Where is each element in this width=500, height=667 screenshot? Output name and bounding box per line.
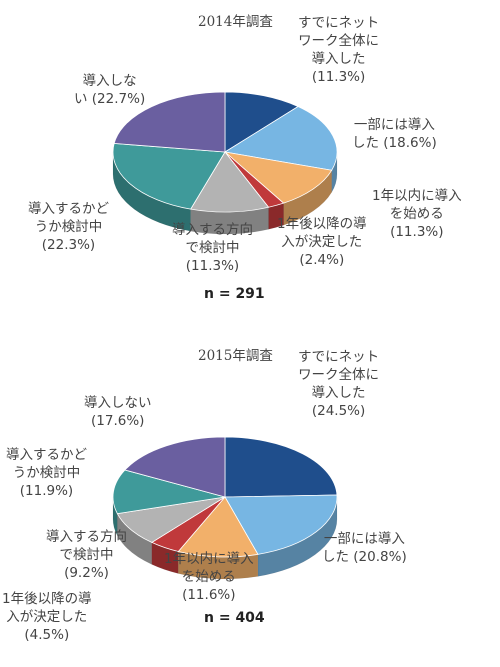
slice-label-not-introducing: 導入しな い (22.7%)	[74, 73, 146, 107]
pie-slice-2	[223, 151, 333, 204]
chart-title: 2015年調査	[198, 348, 273, 364]
pie-svg-2015	[112, 436, 338, 580]
pie-slice-4	[190, 151, 270, 213]
slice-label-full-network: すでにネット ワーク全体に 導入した (24.5%)	[298, 349, 380, 419]
chart-title: 2014年調査	[198, 14, 273, 30]
slice-label-partial: 一部には導入 した (20.8%)	[322, 531, 407, 565]
pie-chart-2014: 2014年調査 すでにネット ワーク全体に 導入した (11.3%) 一部には導…	[0, 0, 500, 333]
pie-slice-6	[113, 91, 226, 153]
slice-label-considering-direction: 導入する方向 で検討中 (9.2%)	[46, 529, 127, 581]
slice-label-after-year: 1年後以降の導 入が決定した (4.5%)	[2, 591, 92, 643]
slice-label-considering-whether: 導入するかど うか検討中 (22.3%)	[28, 201, 109, 253]
slice-label-within-year: 1年以内に導入 を始める (11.6%)	[164, 551, 254, 603]
pie-slice-1	[223, 106, 338, 171]
slice-label-partial: 一部には導入 した (18.6%)	[352, 117, 437, 151]
slice-label-not-introducing: 導入しない (17.6%)	[84, 395, 152, 429]
pie-slice-5	[112, 143, 226, 210]
slice-label-full-network: すでにネット ワーク全体に 導入した (11.3%)	[298, 15, 380, 85]
slice-label-considering-whether: 導入するかど うか検討中 (11.9%)	[6, 447, 87, 499]
pie-chart-2015: 2015年調査 すでにネット ワーク全体に 導入した (24.5%) 一部には導…	[0, 334, 500, 667]
sample-size: n = 291	[204, 286, 265, 302]
pie-slice-5	[112, 469, 226, 515]
pie-slice-6	[124, 436, 226, 498]
pie-svg-2014	[112, 91, 338, 235]
pie-slice-1	[224, 494, 338, 555]
slice-label-considering-direction: 導入する方向 で検討中 (11.3%)	[172, 222, 253, 274]
sample-size: n = 404	[204, 610, 265, 626]
slice-label-after-year: 1年後以降の導 入が決定した (2.4%)	[277, 216, 367, 268]
slice-label-within-year: 1年以内に導入 を始める (11.3%)	[372, 188, 462, 240]
pie-slice-0	[224, 91, 299, 153]
pie-slice-0	[224, 436, 338, 498]
pie-slice-2	[177, 496, 259, 558]
